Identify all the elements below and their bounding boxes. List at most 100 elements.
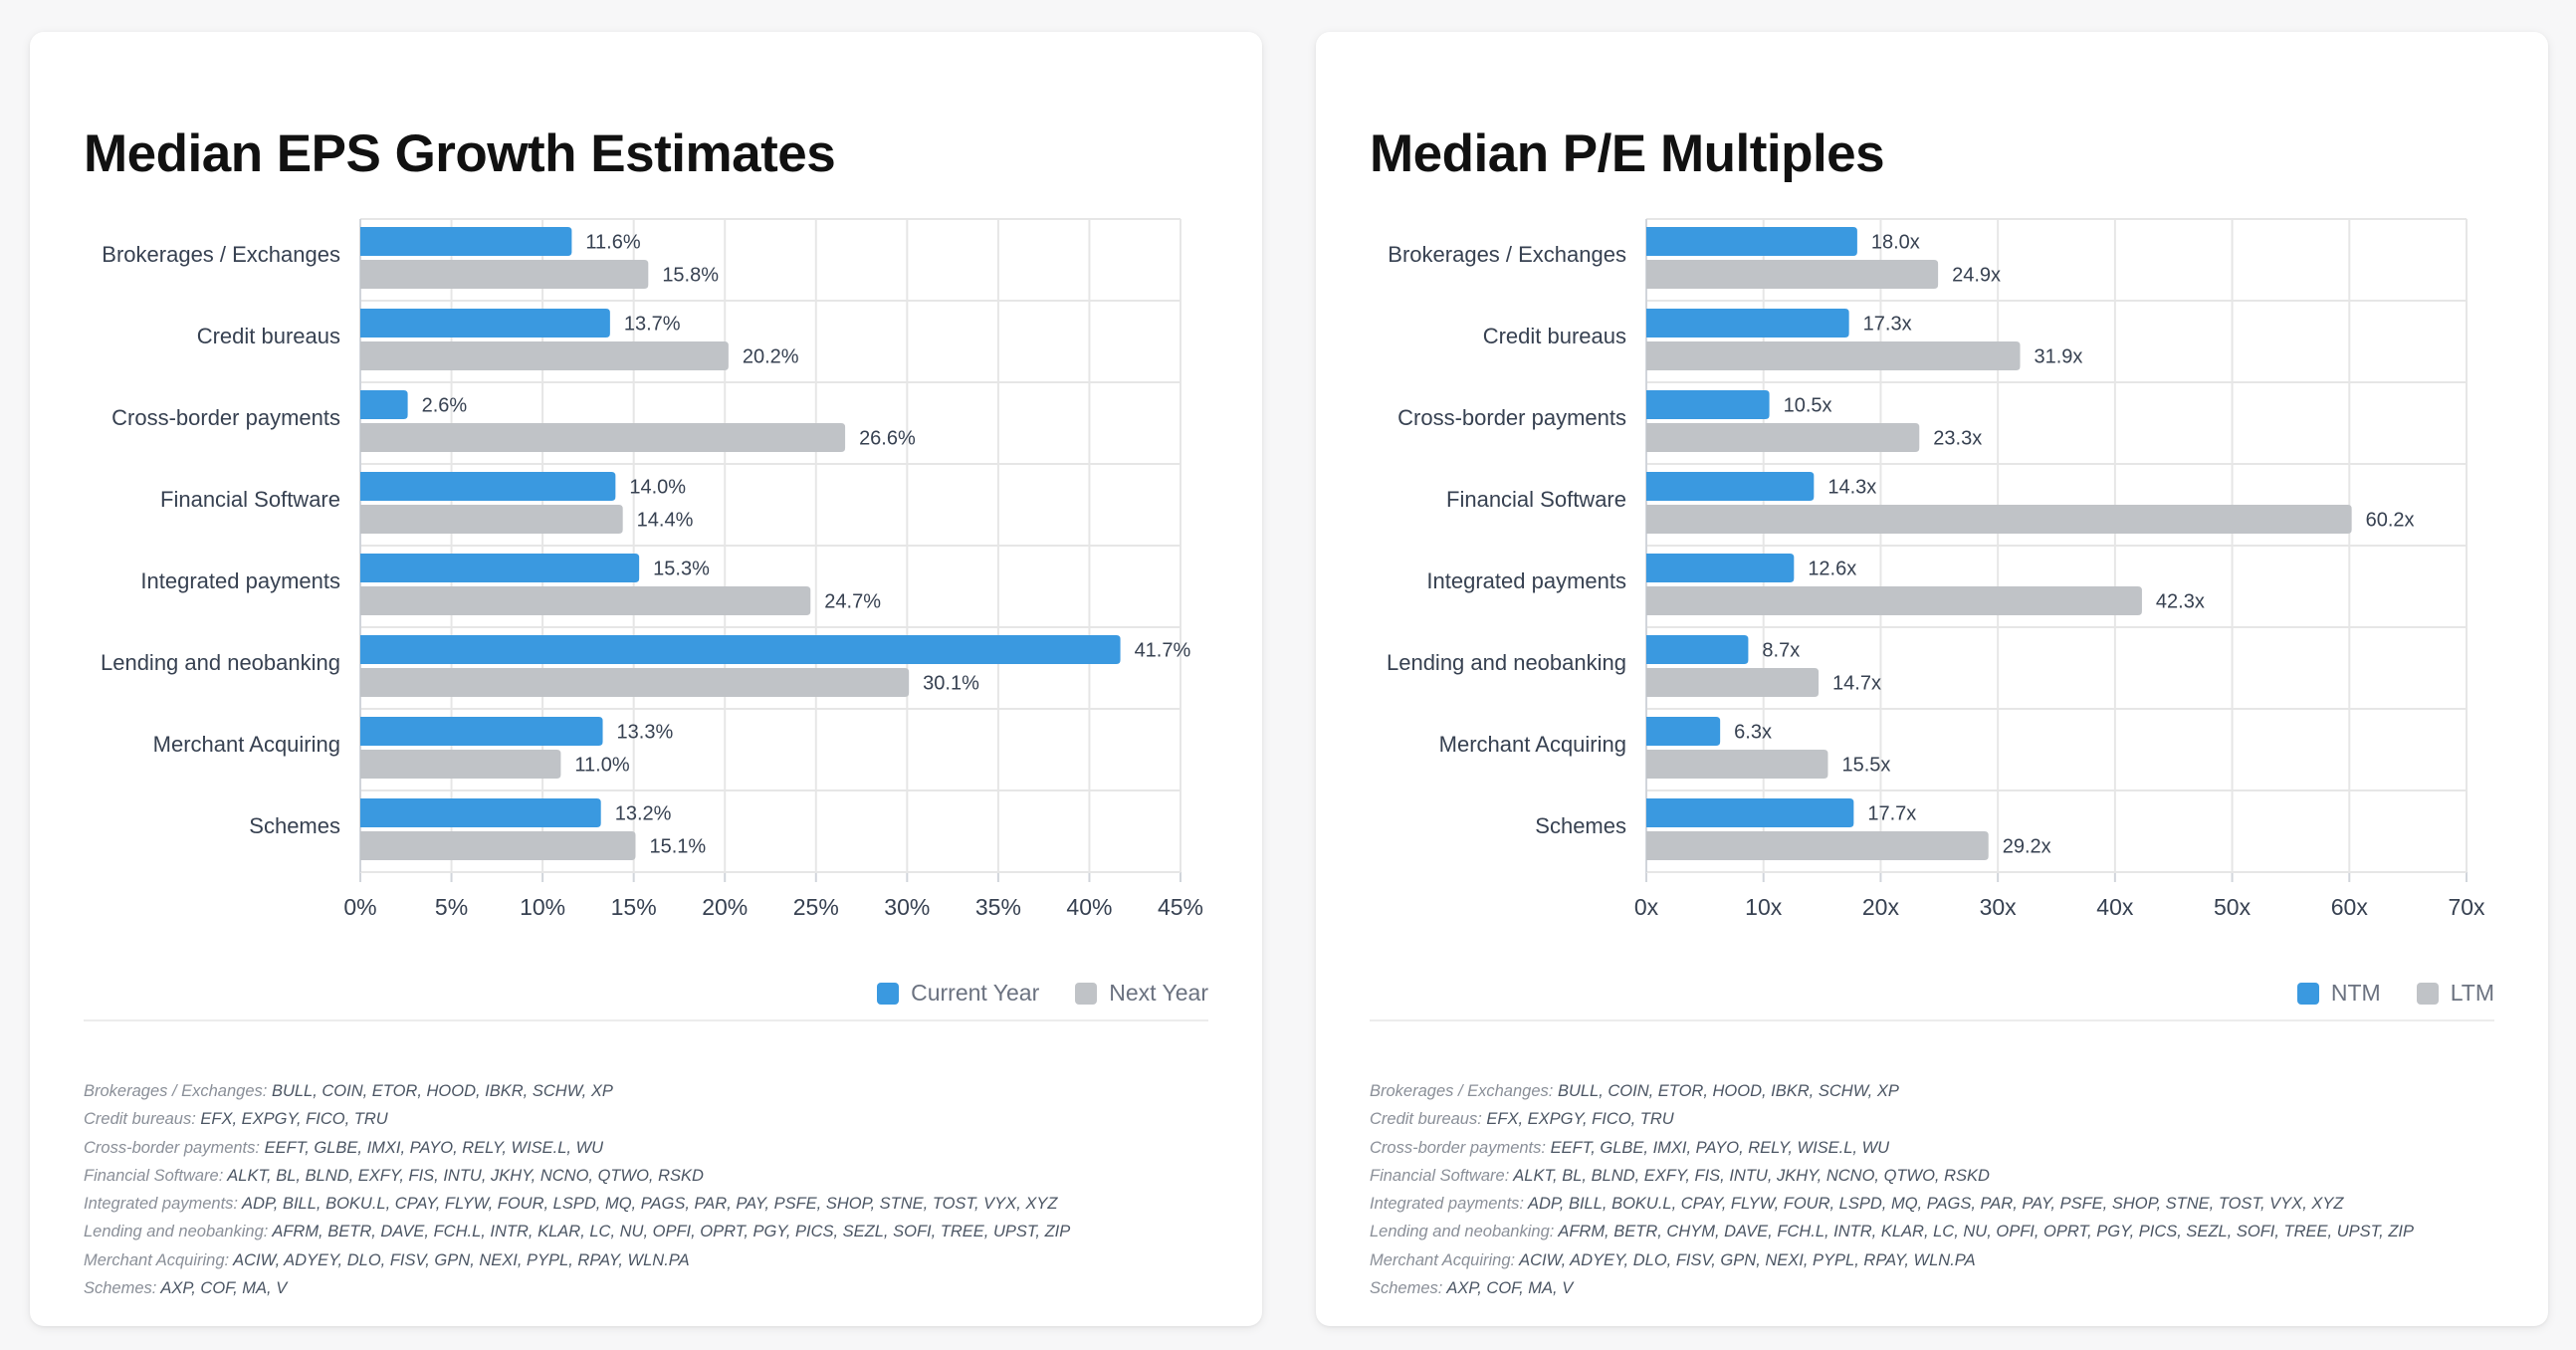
bar-current-year-cross-border-payments xyxy=(360,390,408,419)
footnote-line: Cross-border payments: EEFT, GLBE, IMXI,… xyxy=(84,1134,1070,1162)
x-tick-label: 60x xyxy=(2331,894,2369,920)
category-label: Schemes xyxy=(1535,813,1626,838)
bar-ltm-brokerages-exchanges xyxy=(1646,260,1939,289)
footnote-category: Integrated payments: xyxy=(84,1195,242,1214)
bar-ntm-schemes xyxy=(1646,798,1854,827)
legend-swatch xyxy=(2416,982,2439,1005)
legend-swatch xyxy=(1075,982,1098,1005)
x-tick-label: 50x xyxy=(2214,894,2252,920)
x-tick-label: 40% xyxy=(1066,894,1112,920)
data-label: 42.3x xyxy=(2156,591,2205,613)
footnote-line: Lending and neobanking: AFRM, BETR, CHYM… xyxy=(1370,1218,2414,1245)
category-label: Lending and neobanking xyxy=(1387,650,1626,675)
footnote-category: Lending and neobanking: xyxy=(84,1223,273,1241)
category-label: Brokerages / Exchanges xyxy=(102,242,340,267)
footnote-category: Cross-border payments: xyxy=(84,1138,265,1157)
x-tick-label: 35% xyxy=(975,894,1021,920)
x-tick-label: 30x xyxy=(1980,894,2018,920)
footnote-tickers: ACIW, ADYEY, DLO, FISV, GPN, NEXI, PYPL,… xyxy=(233,1250,690,1269)
category-label: Financial Software xyxy=(1446,487,1626,512)
footnote-line: Schemes: AXP, COF, MA, V xyxy=(84,1274,1070,1302)
x-tick-label: 70x xyxy=(2448,894,2485,920)
data-label: 11.6% xyxy=(585,232,640,254)
bar-current-year-schemes xyxy=(360,798,601,827)
category-label: Credit bureaus xyxy=(1483,324,1626,348)
footnote-category: Credit bureaus: xyxy=(1370,1110,1487,1129)
data-label: 11.0% xyxy=(574,755,629,777)
x-tick-label: 30% xyxy=(884,894,930,920)
footnote-category: Schemes: xyxy=(84,1279,161,1298)
bar-ntm-credit-bureaus xyxy=(1646,309,1849,338)
footnote-tickers: ADP, BILL, BOKU.L, CPAY, FLYW, FOUR, LSP… xyxy=(1527,1195,2344,1214)
data-label: 18.0x xyxy=(1871,232,1920,254)
category-label: Cross-border payments xyxy=(111,405,340,430)
footnote-category: Lending and neobanking: xyxy=(1370,1223,1559,1241)
bar-ntm-integrated-payments xyxy=(1646,554,1795,582)
footnote-line: Brokerages / Exchanges: BULL, COIN, ETOR… xyxy=(1370,1077,2414,1105)
bar-ntm-merchant-acquiring xyxy=(1646,717,1721,746)
chart-legend: NTM LTM xyxy=(2261,980,2494,1007)
data-label: 8.7x xyxy=(1762,640,1800,662)
bar-current-year-credit-bureaus xyxy=(360,309,610,338)
ticker-footnotes: Brokerages / Exchanges: BULL, COIN, ETOR… xyxy=(1370,1077,2414,1302)
legend-label: Next Year xyxy=(1109,980,1208,1006)
footnote-tickers: ADP, BILL, BOKU.L, CPAY, FLYW, FOUR, LSP… xyxy=(241,1195,1058,1214)
data-label: 60.2x xyxy=(2366,510,2415,532)
bar-current-year-lending-and-neobanking xyxy=(360,635,1121,664)
category-label: Cross-border payments xyxy=(1397,405,1626,430)
footnote-line: Financial Software: ALKT, BL, BLND, EXFY… xyxy=(1370,1162,2414,1190)
bar-ntm-brokerages-exchanges xyxy=(1646,227,1857,256)
footnote-line: Credit bureaus: EFX, EXPGY, FICO, TRU xyxy=(1370,1105,2414,1133)
footnote-tickers: EFX, EXPGY, FICO, TRU xyxy=(1486,1110,1674,1129)
footnote-tickers: BULL, COIN, ETOR, HOOD, IBKR, SCHW, XP xyxy=(271,1082,613,1100)
bar-ltm-cross-border-payments xyxy=(1646,423,1920,452)
x-tick-label: 10% xyxy=(520,894,565,920)
divider xyxy=(1370,1019,2494,1021)
footnote-category: Credit bureaus: xyxy=(84,1110,201,1129)
footnote-line: Schemes: AXP, COF, MA, V xyxy=(1370,1274,2414,1302)
category-label: Merchant Acquiring xyxy=(1439,732,1626,757)
footnote-line: Brokerages / Exchanges: BULL, COIN, ETOR… xyxy=(84,1077,1070,1105)
category-label: Merchant Acquiring xyxy=(153,732,340,757)
legend-item-ltm: LTM xyxy=(2416,980,2494,1007)
footnote-category: Schemes: xyxy=(1370,1279,1447,1298)
legend-label: Current Year xyxy=(911,980,1040,1006)
ticker-footnotes: Brokerages / Exchanges: BULL, COIN, ETOR… xyxy=(84,1077,1070,1302)
footnote-line: Merchant Acquiring: ACIW, ADYEY, DLO, FI… xyxy=(1370,1246,2414,1274)
bar-ntm-financial-software xyxy=(1646,472,1815,501)
data-label: 6.3x xyxy=(1734,722,1772,744)
bar-current-year-integrated-payments xyxy=(360,554,640,582)
footnote-category: Cross-border payments: xyxy=(1370,1138,1551,1157)
data-label: 14.0% xyxy=(629,477,686,499)
footnote-line: Credit bureaus: EFX, EXPGY, FICO, TRU xyxy=(84,1105,1070,1133)
data-label: 31.9x xyxy=(2035,346,2083,368)
data-label: 17.7x xyxy=(1867,803,1916,825)
data-label: 15.1% xyxy=(649,836,706,858)
bar-ltm-financial-software xyxy=(1646,505,2352,534)
category-label: Integrated payments xyxy=(140,568,340,593)
eps-growth-card: Median EPS Growth Estimates 0% 5% 10% 15% 20… xyxy=(30,32,1262,1326)
footnote-line: Merchant Acquiring: ACIW, ADYEY, DLO, FI… xyxy=(84,1246,1070,1274)
x-tick-label: 25% xyxy=(793,894,839,920)
x-tick-label: 20x xyxy=(1862,894,1900,920)
x-tick-label: 0% xyxy=(343,894,376,920)
data-label: 24.9x xyxy=(1952,265,2001,287)
chart-legend: Current Year Next Year xyxy=(841,980,1208,1007)
bar-next-year-integrated-payments xyxy=(360,586,811,615)
data-label: 13.7% xyxy=(624,314,681,336)
data-label: 15.8% xyxy=(662,265,719,287)
bar-ltm-credit-bureaus xyxy=(1646,341,2021,370)
footnote-tickers: AXP, COF, MA, V xyxy=(1446,1279,1574,1298)
footnote-category: Integrated payments: xyxy=(1370,1195,1528,1214)
data-label: 24.7% xyxy=(824,591,881,613)
data-label: 13.3% xyxy=(617,722,674,744)
eps-growth-chart: 0% 5% 10% 15% 20% 25% 30% 35% 40% 45% Brokerages /… xyxy=(101,218,1203,920)
bar-next-year-lending-and-neobanking xyxy=(360,668,910,697)
bar-ltm-merchant-acquiring xyxy=(1646,750,1828,779)
data-label: 17.3x xyxy=(1863,314,1912,336)
footnote-tickers: ALKT, BL, BLND, EXFY, FIS, INTU, JKHY, N… xyxy=(1513,1166,1990,1185)
bar-next-year-financial-software xyxy=(360,505,623,534)
data-label: 2.6% xyxy=(422,395,468,417)
bar-next-year-brokerages-exchanges xyxy=(360,260,649,289)
divider xyxy=(84,1019,1208,1021)
